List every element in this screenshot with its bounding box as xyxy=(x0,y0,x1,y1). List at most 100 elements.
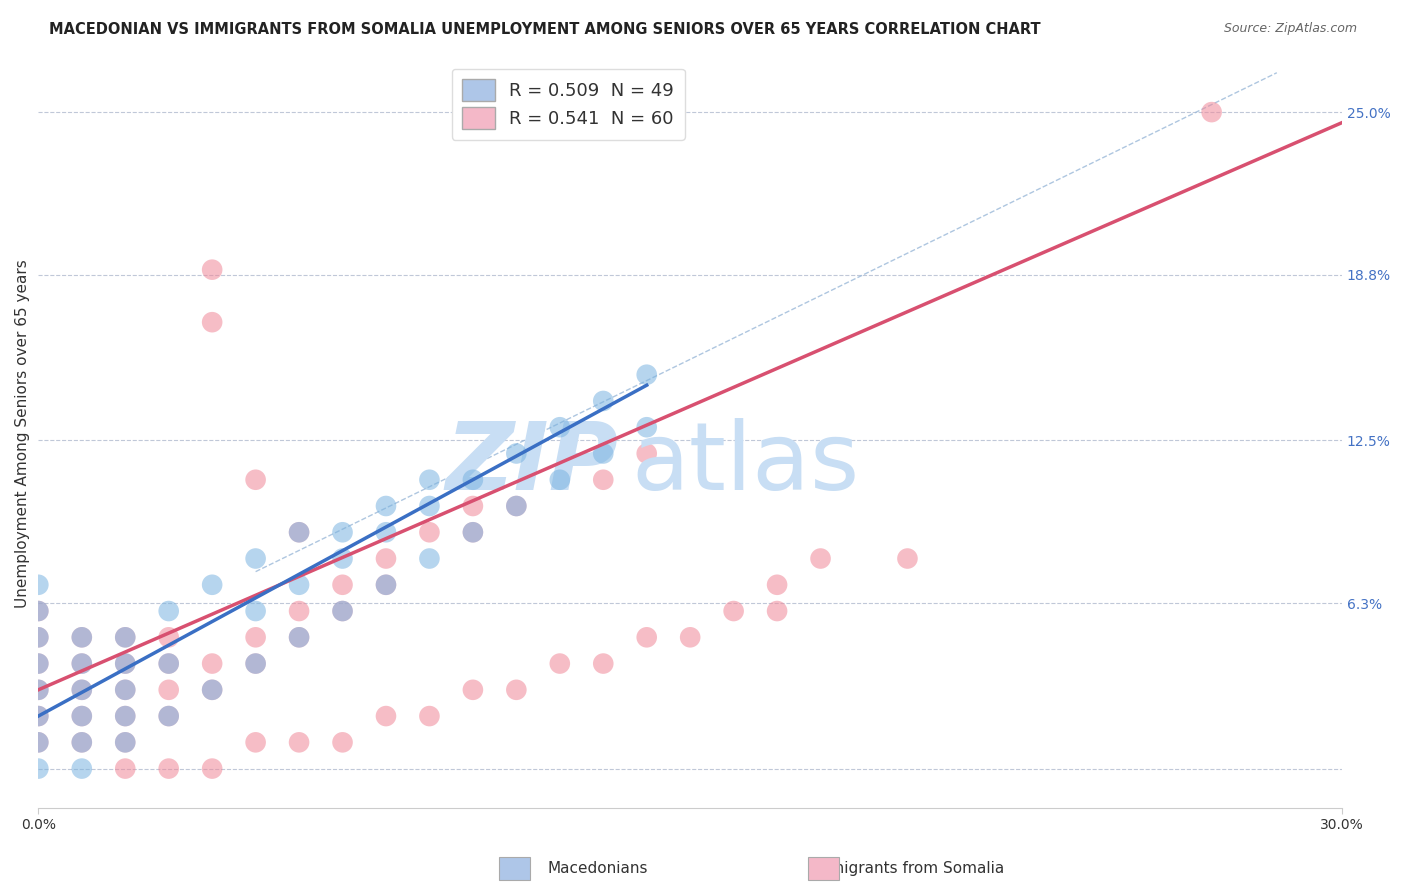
Text: Immigrants from Somalia: Immigrants from Somalia xyxy=(810,861,1004,876)
Point xyxy=(70,682,93,697)
Point xyxy=(245,604,267,618)
Point xyxy=(592,657,614,671)
Point xyxy=(461,499,484,513)
Point xyxy=(157,709,180,723)
Point xyxy=(157,604,180,618)
Point xyxy=(375,525,398,540)
Point xyxy=(418,499,440,513)
Point xyxy=(636,368,658,382)
Point xyxy=(461,525,484,540)
Point xyxy=(114,762,136,776)
Point xyxy=(201,262,224,277)
Point xyxy=(27,657,49,671)
Point xyxy=(810,551,832,566)
Point xyxy=(418,473,440,487)
Point xyxy=(418,525,440,540)
Point xyxy=(245,657,267,671)
Point xyxy=(288,630,311,644)
Text: Macedonians: Macedonians xyxy=(547,861,648,876)
Point xyxy=(27,735,49,749)
Y-axis label: Unemployment Among Seniors over 65 years: Unemployment Among Seniors over 65 years xyxy=(15,260,30,608)
Point xyxy=(70,630,93,644)
Point xyxy=(27,762,49,776)
Point xyxy=(766,578,789,592)
Point xyxy=(548,420,571,434)
Point xyxy=(245,473,267,487)
Point xyxy=(505,446,527,460)
Point xyxy=(201,657,224,671)
Point xyxy=(27,682,49,697)
Point xyxy=(375,551,398,566)
Point xyxy=(332,578,354,592)
Point xyxy=(157,657,180,671)
Point xyxy=(548,657,571,671)
Text: atlas: atlas xyxy=(631,417,859,509)
Point xyxy=(70,682,93,697)
Point xyxy=(70,735,93,749)
Point xyxy=(201,682,224,697)
Point xyxy=(375,709,398,723)
Point xyxy=(27,735,49,749)
Point xyxy=(418,551,440,566)
Point xyxy=(201,315,224,329)
Point xyxy=(114,735,136,749)
Point xyxy=(375,578,398,592)
Point xyxy=(592,473,614,487)
Point xyxy=(418,709,440,723)
Point xyxy=(70,735,93,749)
Point xyxy=(288,525,311,540)
Point xyxy=(114,709,136,723)
Point xyxy=(201,578,224,592)
Point xyxy=(636,446,658,460)
Point xyxy=(505,499,527,513)
Point xyxy=(375,578,398,592)
Point xyxy=(332,551,354,566)
Point xyxy=(70,762,93,776)
Point xyxy=(548,473,571,487)
Point xyxy=(27,604,49,618)
Point xyxy=(592,446,614,460)
Point xyxy=(114,657,136,671)
Point xyxy=(461,682,484,697)
Point xyxy=(332,525,354,540)
Point xyxy=(27,709,49,723)
Point xyxy=(592,394,614,409)
Point xyxy=(896,551,918,566)
Point xyxy=(70,657,93,671)
Point xyxy=(245,630,267,644)
Point xyxy=(27,578,49,592)
Point xyxy=(1201,105,1223,120)
Point xyxy=(245,657,267,671)
Point xyxy=(245,551,267,566)
Point xyxy=(332,604,354,618)
Point xyxy=(375,499,398,513)
Point xyxy=(288,578,311,592)
Point xyxy=(505,682,527,697)
Point xyxy=(114,682,136,697)
Point xyxy=(288,525,311,540)
Point xyxy=(27,630,49,644)
Point xyxy=(288,630,311,644)
Text: ZIP: ZIP xyxy=(446,417,619,509)
Point xyxy=(157,709,180,723)
Point xyxy=(114,709,136,723)
Point xyxy=(114,630,136,644)
Point xyxy=(201,682,224,697)
Point xyxy=(114,657,136,671)
Point xyxy=(70,709,93,723)
Point xyxy=(288,604,311,618)
Point xyxy=(245,735,267,749)
Point xyxy=(201,762,224,776)
Point xyxy=(157,630,180,644)
Point xyxy=(461,525,484,540)
Point xyxy=(636,630,658,644)
Point xyxy=(70,657,93,671)
Point xyxy=(766,604,789,618)
Point xyxy=(27,604,49,618)
Point xyxy=(70,709,93,723)
Point xyxy=(505,499,527,513)
Point xyxy=(114,682,136,697)
Text: Source: ZipAtlas.com: Source: ZipAtlas.com xyxy=(1223,22,1357,36)
Point xyxy=(70,630,93,644)
Point xyxy=(157,762,180,776)
